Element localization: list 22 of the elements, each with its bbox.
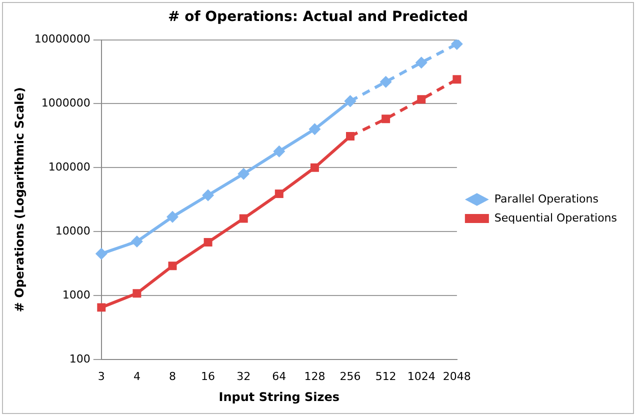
y-tick-label: 100000 xyxy=(48,160,90,174)
legend-label: Sequential Operations xyxy=(494,211,618,224)
y-tick-label: 10000 xyxy=(55,224,90,238)
x-tick-label: 128 xyxy=(304,370,326,383)
chart-title: # of Operations: Actual and Predicted xyxy=(168,9,468,26)
y-tick-label: 1000 xyxy=(62,288,90,302)
x-tick-label: 3 xyxy=(98,370,105,383)
y-tick-label: 10000000 xyxy=(34,32,90,46)
x-tick-label: 2048 xyxy=(442,370,471,383)
y-axis-title: # Operations (Logarithmic Scale) xyxy=(12,87,26,312)
y-tick-label: 100 xyxy=(69,352,90,366)
x-tick-label: 4 xyxy=(133,370,140,383)
x-tick-label: 256 xyxy=(340,370,361,383)
x-tick-label: 16 xyxy=(201,370,216,383)
y-tick-label: 1000000 xyxy=(41,96,90,110)
x-tick-label: 1024 xyxy=(407,370,436,383)
x-axis-title: Input String Sizes xyxy=(218,390,340,404)
x-tick-label: 64 xyxy=(272,370,286,383)
x-tick-label: 512 xyxy=(375,370,396,383)
x-tick-label: 32 xyxy=(236,370,251,383)
legend-label: Parallel Operations xyxy=(494,192,599,206)
x-tick-label: 8 xyxy=(168,370,176,383)
